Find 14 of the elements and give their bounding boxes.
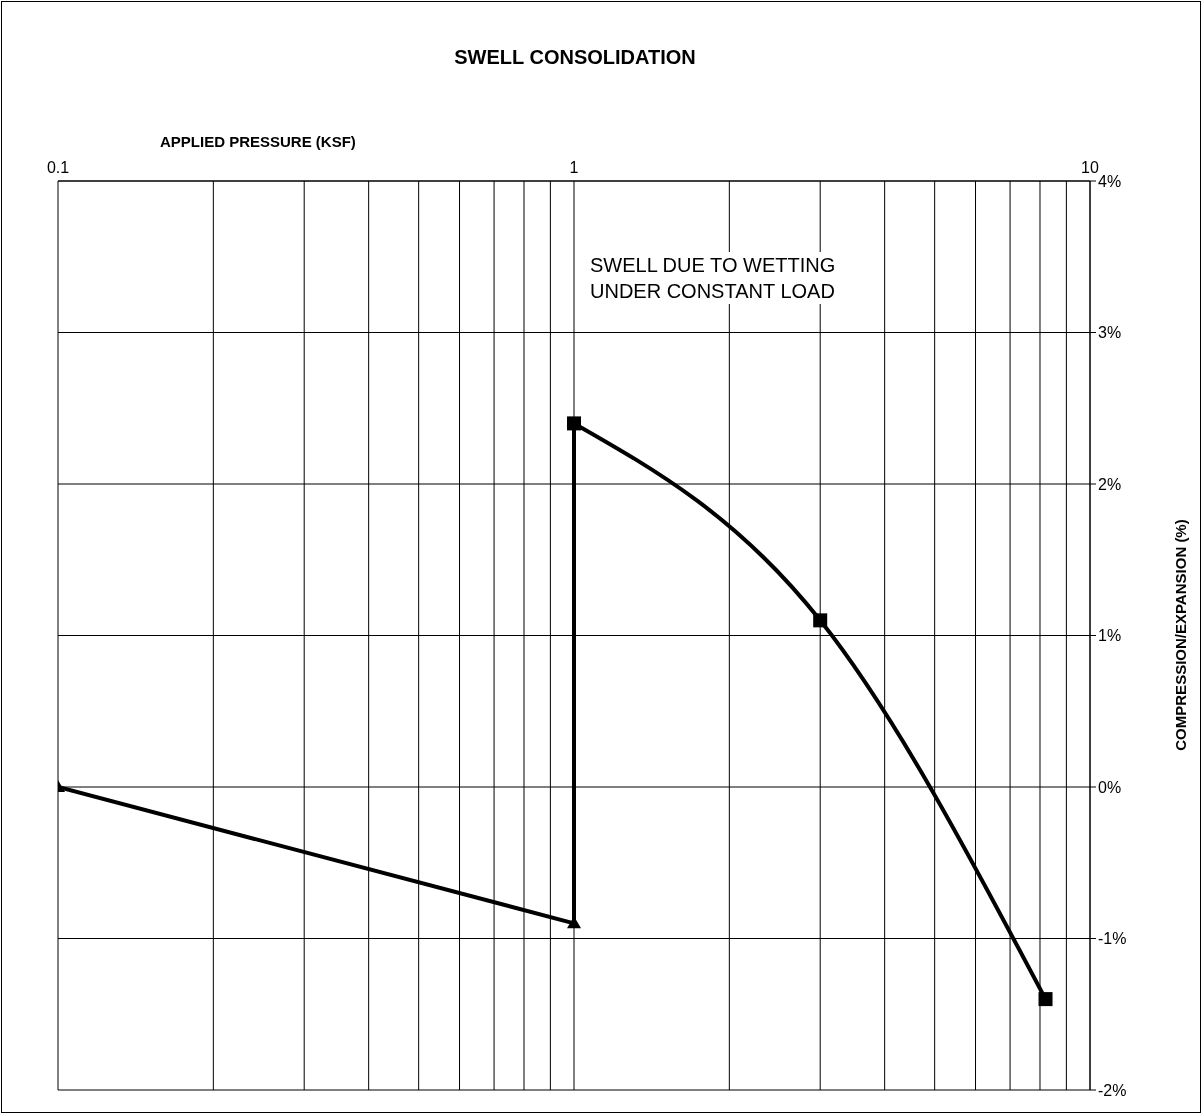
y-tick-label: 4%: [1098, 172, 1122, 190]
y-tick-label: -2%: [1098, 1081, 1127, 1099]
y-tick-label: 2%: [1098, 475, 1122, 493]
y-tick-label: 3%: [1098, 324, 1122, 342]
y-tick-label: 1%: [1098, 627, 1122, 645]
x-tick-label: 0.1: [46, 159, 70, 176]
x-axis-title: APPLIED PRESSURE (KSF): [160, 133, 356, 150]
x-tick-label: 10: [1081, 159, 1099, 176]
y-axis-title: COMPRESSION/EXPANSION (%): [1171, 519, 1189, 751]
annotation: SWELL DUE TO WETTING UNDER CONSTANT LOAD: [590, 252, 836, 304]
chart-title: SWELL CONSOLIDATION: [453, 46, 697, 69]
x-tick-label: 1: [569, 159, 579, 176]
y-tick-label: -1%: [1098, 930, 1127, 948]
y-tick-label: 0%: [1098, 778, 1122, 796]
